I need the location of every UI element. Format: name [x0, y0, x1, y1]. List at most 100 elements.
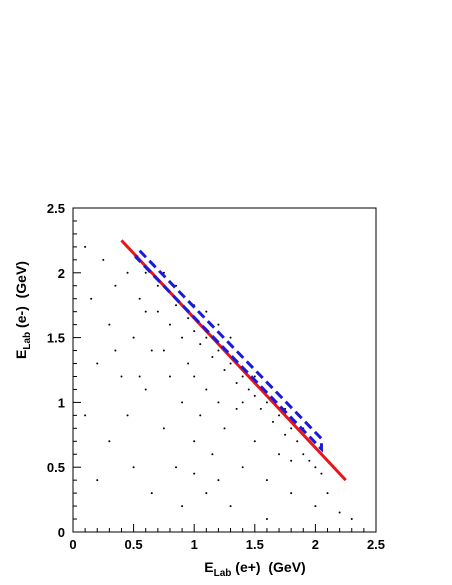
- point: [296, 440, 299, 443]
- point: [175, 466, 178, 469]
- point: [265, 479, 268, 482]
- dashed-contour: [134, 249, 323, 453]
- point: [229, 505, 232, 508]
- point: [162, 427, 165, 430]
- point: [132, 336, 135, 339]
- point: [241, 375, 244, 378]
- point: [271, 420, 274, 423]
- point: [144, 388, 147, 391]
- x-tick-label: 1.5: [246, 537, 264, 552]
- point: [229, 362, 232, 365]
- point: [253, 394, 256, 397]
- point: [223, 369, 226, 371]
- point: [120, 375, 123, 378]
- point: [156, 310, 159, 313]
- point: [211, 356, 214, 359]
- point: [223, 427, 226, 430]
- point: [259, 407, 262, 410]
- point: [175, 304, 178, 307]
- point: [102, 258, 105, 261]
- point: [193, 330, 196, 333]
- point: [84, 245, 87, 248]
- point: [132, 466, 135, 469]
- point: [181, 401, 184, 404]
- point: [241, 466, 244, 469]
- point: [320, 472, 323, 475]
- point: [229, 336, 232, 339]
- y-tick-label: 2: [58, 266, 65, 281]
- point: [126, 414, 129, 417]
- point: [290, 492, 293, 495]
- point: [217, 349, 220, 352]
- x-axis-label: ELab (e+) (GeV): [204, 559, 305, 579]
- point: [253, 375, 256, 378]
- point: [187, 362, 190, 365]
- point: [290, 459, 293, 462]
- point: [326, 492, 329, 495]
- point: [350, 518, 353, 521]
- point: [241, 401, 244, 404]
- point: [84, 414, 87, 417]
- point: [205, 492, 208, 495]
- point: [96, 479, 99, 482]
- point: [144, 310, 147, 313]
- y-axis-label: ELab (e-) (GeV): [13, 261, 33, 359]
- point: [108, 440, 111, 443]
- point: [338, 511, 341, 514]
- point: [314, 505, 317, 508]
- plot-frame: [72, 207, 377, 533]
- point: [193, 440, 196, 443]
- point: [302, 453, 305, 456]
- point: [314, 466, 317, 469]
- point: [205, 388, 208, 391]
- point: [181, 505, 184, 508]
- x-tick-label: 1: [191, 537, 198, 552]
- point: [193, 472, 196, 475]
- point: [187, 317, 190, 320]
- point: [156, 284, 159, 287]
- point: [211, 453, 214, 456]
- point: [217, 323, 220, 326]
- y-tick-label: 0: [58, 525, 65, 540]
- point: [108, 323, 111, 326]
- point: [150, 492, 153, 495]
- point: [205, 336, 208, 339]
- point: [144, 271, 147, 274]
- x-tick-label: 0: [69, 537, 76, 552]
- y-tick-label: 1: [58, 395, 65, 410]
- point: [138, 375, 141, 378]
- point: [168, 323, 171, 326]
- point: [217, 479, 220, 482]
- point: [247, 388, 250, 391]
- x-tick-label: 0.5: [125, 537, 143, 552]
- point: [199, 414, 202, 417]
- point: [253, 440, 256, 443]
- y-tick-label: 0.5: [47, 460, 65, 475]
- point: [114, 349, 117, 352]
- point: [205, 310, 208, 313]
- x-tick-label: 2: [312, 537, 319, 552]
- point: [114, 284, 117, 287]
- point: [217, 401, 220, 404]
- point: [90, 297, 93, 300]
- point: [126, 271, 129, 274]
- point: [284, 433, 287, 436]
- point: [168, 375, 171, 378]
- point: [138, 297, 141, 300]
- point: [96, 362, 99, 365]
- point: [278, 453, 281, 456]
- point: [199, 343, 202, 346]
- point: [193, 375, 196, 378]
- point: [150, 349, 153, 352]
- point: [181, 336, 184, 339]
- point: [308, 459, 311, 462]
- point: [162, 349, 165, 352]
- point: [290, 427, 293, 430]
- point: [235, 381, 238, 384]
- point: [278, 414, 281, 417]
- point: [235, 407, 238, 410]
- y-tick-label: 2.5: [47, 201, 65, 216]
- point: [265, 401, 268, 404]
